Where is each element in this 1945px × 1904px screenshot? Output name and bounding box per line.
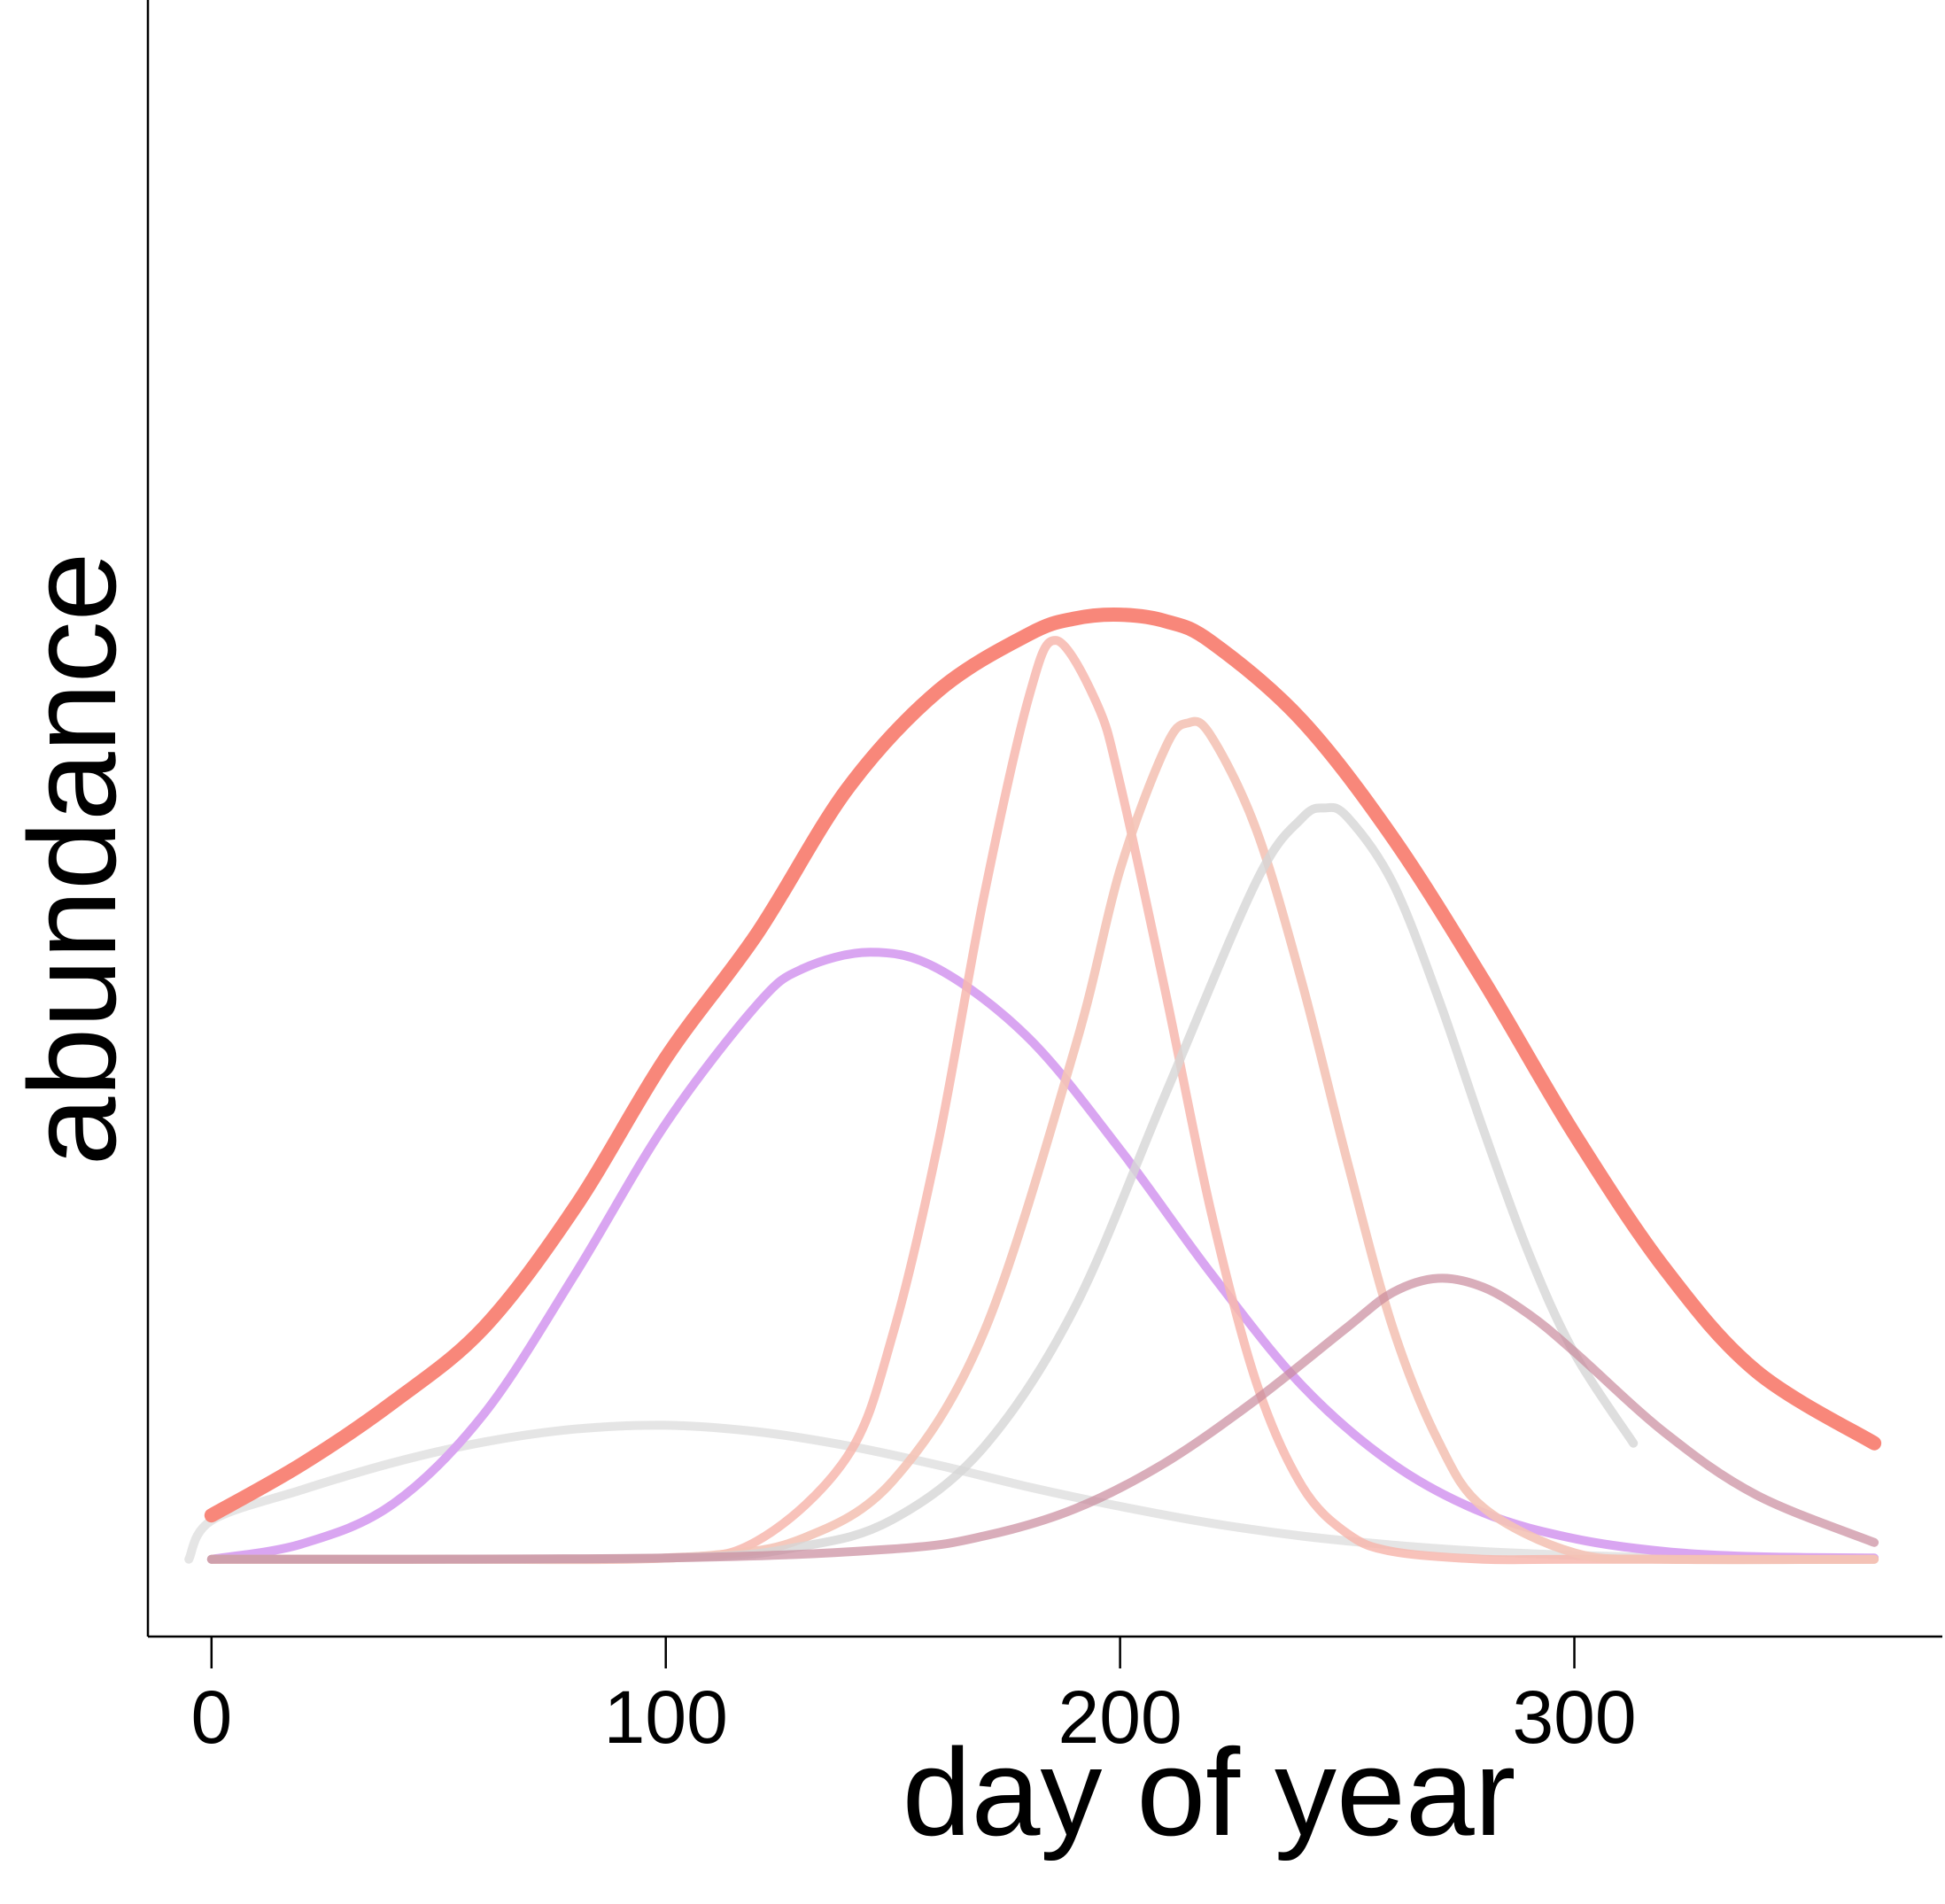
x-tick-label: 200 bbox=[1058, 1676, 1182, 1759]
x-axis-title: day of year bbox=[903, 1722, 1516, 1861]
y-axis-title: abundance bbox=[3, 553, 142, 1166]
x-axis-ticks: 0 100 200 300 bbox=[190, 1637, 1637, 1759]
series-line-4 bbox=[206, 716, 1879, 1565]
plot-lines bbox=[184, 607, 1882, 1565]
series-line-3 bbox=[206, 636, 1879, 1565]
series-line-1 bbox=[184, 1420, 1879, 1564]
x-tick-label: 100 bbox=[604, 1676, 728, 1759]
series-line-5 bbox=[206, 802, 1639, 1564]
x-tick-label: 0 bbox=[190, 1676, 232, 1759]
series-line-6 bbox=[206, 1273, 1879, 1564]
series-line-2 bbox=[206, 948, 1879, 1564]
x-tick-label: 300 bbox=[1512, 1676, 1636, 1759]
series-line-7 bbox=[204, 607, 1882, 1523]
